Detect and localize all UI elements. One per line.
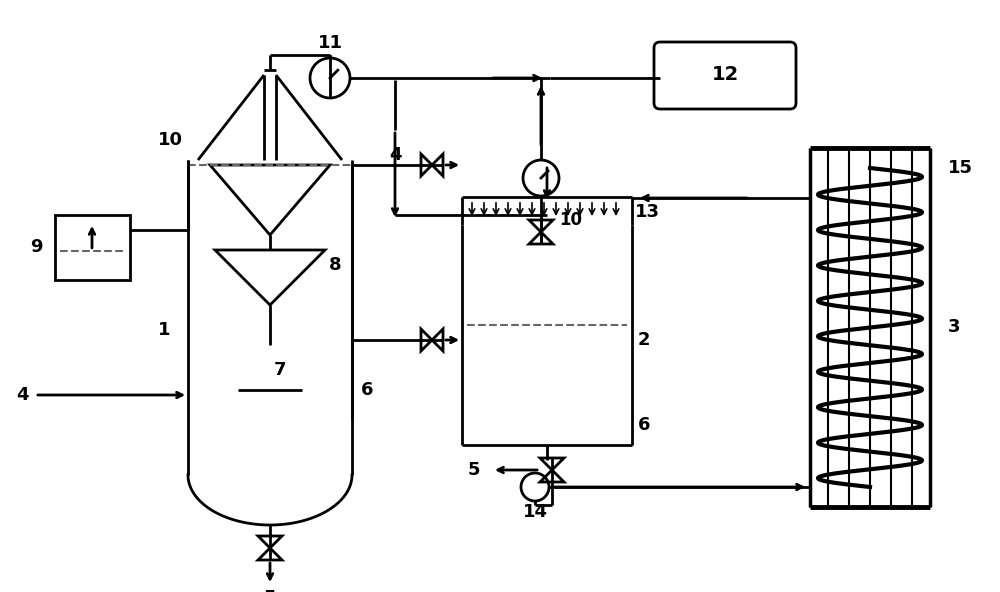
Text: 7: 7 [274, 361, 286, 379]
Text: 14: 14 [522, 503, 548, 521]
Text: 5: 5 [468, 461, 480, 479]
Text: 4: 4 [389, 146, 401, 164]
Text: 10: 10 [559, 211, 582, 229]
Text: 5: 5 [264, 589, 276, 592]
Text: 6: 6 [361, 381, 373, 399]
Text: 3: 3 [948, 318, 960, 336]
Text: 4: 4 [16, 386, 28, 404]
Text: 8: 8 [329, 256, 341, 274]
Bar [55, 215, 130, 280]
Text: 12: 12 [711, 66, 739, 85]
Text: 10: 10 [158, 131, 183, 149]
Text: 13: 13 [635, 203, 660, 221]
Text: 15: 15 [948, 159, 973, 177]
Text: 1: 1 [158, 321, 170, 339]
Text: 6: 6 [638, 416, 650, 434]
Text: 2: 2 [638, 331, 650, 349]
Text: 11: 11 [318, 34, 342, 52]
Text: 9: 9 [30, 238, 43, 256]
